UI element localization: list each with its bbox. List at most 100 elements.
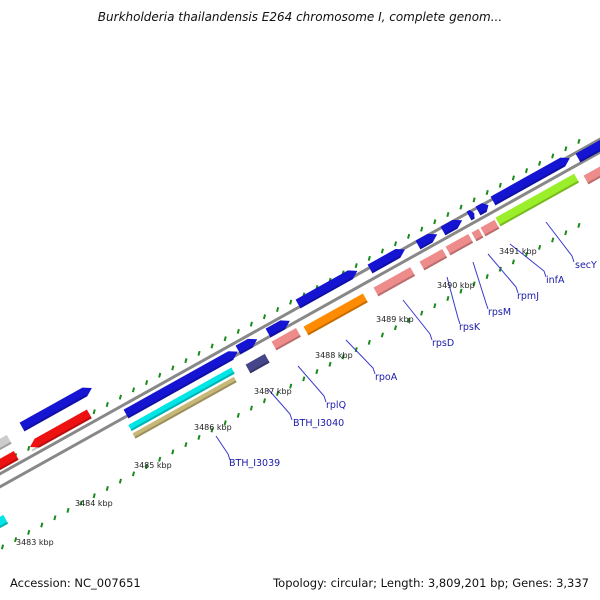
label-connector bbox=[215, 435, 231, 461]
cds-forward-shade bbox=[479, 210, 487, 216]
cds-bth-i3039-alt bbox=[132, 376, 237, 439]
kbp-label: 3484 kbp bbox=[75, 499, 113, 508]
tick-mark bbox=[367, 339, 371, 345]
tick-mark bbox=[524, 252, 529, 258]
tick-mark bbox=[158, 372, 162, 378]
label-connector bbox=[487, 253, 519, 294]
tick-mark bbox=[564, 230, 568, 236]
tick-mark bbox=[236, 328, 240, 334]
tick-mark bbox=[223, 336, 227, 342]
tick-mark bbox=[158, 456, 162, 462]
cds-bth-i3039-alt-shade bbox=[134, 380, 237, 439]
label-connector bbox=[472, 261, 489, 310]
tick-mark bbox=[472, 197, 476, 203]
kbp-scale: 3483 kbp 3484 kbp 3485 kbp 3486 kbp 3487… bbox=[16, 247, 537, 547]
cds-forward bbox=[123, 351, 238, 419]
tick-mark bbox=[236, 412, 240, 418]
cds-forward bbox=[235, 338, 258, 355]
cds-reverse bbox=[30, 409, 92, 448]
tick-mark bbox=[302, 376, 306, 382]
cds-forward-shade bbox=[494, 164, 566, 206]
gene-label-rpsk: rpsK bbox=[459, 322, 481, 333]
gene-label-rpsm: rpsM bbox=[488, 307, 511, 318]
cds-rpsk-shade bbox=[423, 255, 448, 271]
tick-mark bbox=[472, 281, 476, 287]
cds-rpsd bbox=[373, 267, 416, 297]
cds-reverse-shade bbox=[31, 416, 92, 452]
cds-rpsm bbox=[445, 233, 474, 256]
tick-mark bbox=[14, 537, 18, 543]
tick-mark bbox=[446, 295, 450, 301]
cds-infa bbox=[480, 219, 500, 237]
tick-mark bbox=[197, 350, 201, 356]
tick-mark bbox=[407, 233, 411, 239]
tick-mark bbox=[433, 303, 437, 309]
cds-rpmj-shade bbox=[475, 235, 484, 242]
gene-label-secy: secY bbox=[575, 260, 597, 271]
tick-mark bbox=[184, 442, 188, 448]
tick-mark bbox=[210, 343, 214, 349]
tick-mark bbox=[118, 478, 122, 484]
tick-mark bbox=[79, 500, 83, 506]
cds-forward-shade bbox=[299, 277, 353, 309]
cds-reverse bbox=[0, 451, 19, 471]
tick-mark bbox=[354, 347, 358, 353]
cds-forward bbox=[475, 203, 489, 216]
cds-rpsd-shade bbox=[377, 274, 416, 297]
tick-mark bbox=[66, 507, 70, 513]
cds-rpsk bbox=[419, 248, 448, 271]
map-title: Burkholderia thailandensis E264 chromoso… bbox=[97, 10, 503, 24]
cds-forward bbox=[19, 387, 92, 432]
tick-mark bbox=[564, 146, 568, 152]
tick-mark bbox=[341, 354, 345, 360]
tick-mark bbox=[380, 332, 384, 338]
tick-mark bbox=[459, 204, 463, 210]
tick-mark bbox=[276, 390, 280, 396]
cds-forward bbox=[490, 157, 570, 206]
tick-mark bbox=[367, 255, 371, 261]
cds-next bbox=[583, 166, 600, 185]
label-connector bbox=[509, 243, 547, 278]
cds-forward-shade bbox=[470, 216, 475, 221]
gene-label-rpsd: rpsD bbox=[432, 338, 454, 349]
gene-label-bth-i3039: BTH_I3039 bbox=[229, 458, 280, 469]
tick-mark bbox=[184, 358, 188, 364]
tick-mark bbox=[145, 464, 149, 470]
tick-mark bbox=[40, 522, 44, 528]
tick-mark bbox=[105, 401, 109, 407]
tick-mark bbox=[262, 314, 267, 320]
tick-row-lower bbox=[0, 222, 581, 550]
gene-label-infa: infA bbox=[546, 275, 565, 286]
cds-forward bbox=[415, 233, 438, 250]
tick-mark bbox=[262, 398, 267, 404]
label-connector bbox=[545, 221, 575, 263]
cds-left-edge-shade bbox=[0, 521, 9, 529]
cds-rpsm-shade bbox=[449, 240, 474, 256]
topology-label: Topology: circular; Length: 3,809,201 bp… bbox=[273, 576, 589, 590]
tick-mark bbox=[433, 219, 437, 225]
tick-mark bbox=[105, 485, 109, 491]
tick-mark bbox=[393, 241, 398, 247]
tick-mark bbox=[551, 153, 555, 159]
tick-mark bbox=[538, 160, 542, 166]
cds-forward bbox=[575, 140, 600, 163]
cds-forward bbox=[440, 219, 463, 236]
tick-mark bbox=[485, 274, 489, 280]
cds-bth-i3040 bbox=[245, 353, 270, 374]
tick-mark bbox=[118, 394, 122, 400]
tick-mark bbox=[577, 222, 581, 228]
cds-forward-shade bbox=[444, 226, 458, 236]
cds-rplq bbox=[271, 327, 301, 351]
tick-mark bbox=[210, 427, 214, 433]
cds-forward-shade bbox=[23, 394, 88, 432]
label-connector bbox=[267, 388, 293, 421]
tick-mark bbox=[171, 365, 175, 371]
tick-mark bbox=[131, 387, 136, 393]
tick-mark bbox=[0, 544, 5, 550]
cds-forward bbox=[367, 249, 405, 274]
tick-mark bbox=[171, 449, 175, 455]
tick-mark bbox=[380, 248, 384, 254]
tick-mark bbox=[289, 383, 293, 389]
cds-rpmj bbox=[471, 228, 484, 242]
tick-mark bbox=[498, 182, 502, 188]
